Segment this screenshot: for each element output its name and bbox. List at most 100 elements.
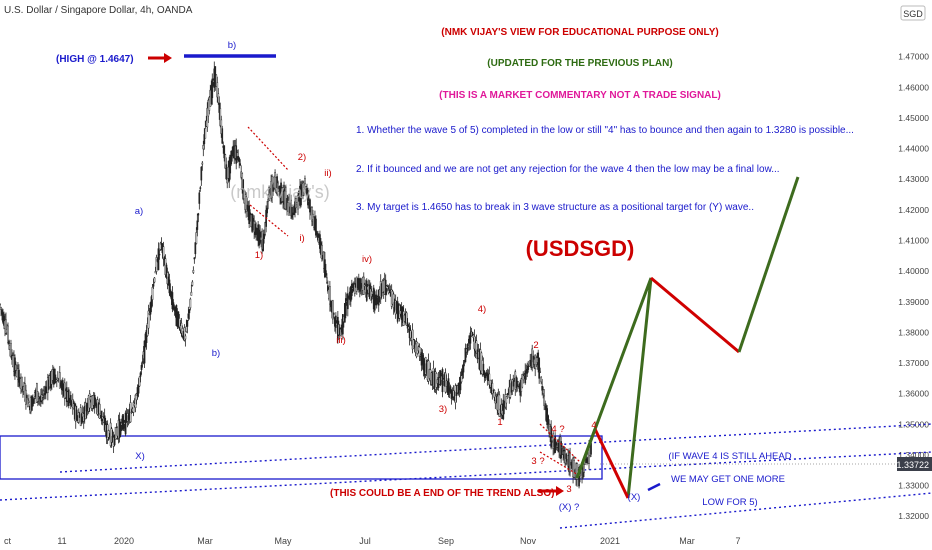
note-updated: (UPDATED FOR THE PREVIOUS PLAN)	[487, 58, 672, 69]
wave-label: X)	[135, 451, 145, 462]
wave-label: i)	[299, 233, 304, 244]
x-tick-label: Mar	[197, 536, 213, 546]
candle-body	[333, 313, 335, 315]
candle-body	[547, 415, 549, 425]
candle-body	[304, 178, 306, 185]
y-tick-label: 1.34000	[898, 450, 929, 460]
candle-body	[140, 364, 143, 370]
candle-body	[191, 281, 194, 286]
candle-body	[152, 284, 155, 287]
wave-label: iv)	[362, 254, 372, 265]
candle-body	[527, 365, 530, 370]
projection-green-leg-a	[575, 277, 653, 499]
y-tick-label: 1.38000	[898, 327, 929, 337]
candle-body	[7, 325, 9, 343]
wave-label: 1)	[255, 250, 263, 261]
candle-body	[555, 442, 557, 446]
candle-body	[77, 412, 80, 423]
candle-body	[138, 376, 141, 387]
candle-body	[28, 400, 30, 403]
projection-red-leg-a	[593, 428, 630, 499]
x-tick-label: Jul	[359, 536, 371, 546]
candle-body	[522, 375, 525, 381]
candle-body	[194, 242, 197, 255]
price-candles	[0, 61, 592, 489]
candle-body	[183, 327, 186, 341]
candle-body	[498, 394, 501, 417]
wave-label: b)	[228, 40, 236, 51]
candle-body	[462, 364, 465, 373]
time-axis[interactable]: ct 11 2020 Mar May Jul Sep Nov 2021 Mar 7	[4, 536, 741, 546]
x-tick-label: Mar	[679, 536, 695, 546]
wave4-note-3: LOW FOR 5)	[702, 497, 757, 508]
candle-body	[100, 410, 103, 422]
wave4-note-1: (IF WAVE 4 IS STILL AHEAD	[668, 451, 791, 462]
candle-body	[332, 300, 334, 320]
candle-body	[238, 157, 241, 163]
y-tick-label: 1.39000	[898, 297, 929, 307]
candle-body	[190, 291, 193, 296]
projection-red-leg-b	[650, 276, 740, 354]
candle-body	[98, 403, 101, 419]
x-tick-label: Sep	[438, 536, 454, 546]
wave-label: 4)	[478, 304, 486, 315]
projection-green-leg-b	[737, 176, 800, 353]
candle-body	[484, 373, 487, 379]
y-tick-label: 1.41000	[898, 235, 929, 245]
y-tick-label: 1.40000	[898, 266, 929, 276]
candle-body	[309, 199, 311, 213]
candle-body	[365, 280, 368, 301]
y-tick-label: 1.33000	[898, 481, 929, 491]
candle-body	[18, 369, 20, 383]
arrow-right-high	[148, 53, 172, 63]
candle-body	[291, 206, 293, 218]
red-dotted-guide-2	[249, 204, 289, 237]
wave-label: (X)	[628, 492, 641, 503]
watermark: (nmk vijay's)	[230, 182, 329, 202]
wave-label: 4 ?	[551, 424, 564, 435]
y-tick-label: 1.43000	[898, 174, 929, 184]
candle-body	[325, 270, 327, 276]
price-axis[interactable]: 1.320001.330001.340001.350001.360001.370…	[898, 52, 929, 522]
x-tick-label: 11	[57, 536, 66, 546]
candle-body	[262, 238, 264, 252]
candle-body	[297, 195, 299, 210]
candle-body	[344, 298, 347, 316]
channel-lower-line	[0, 451, 932, 501]
y-tick-label: 1.42000	[898, 205, 929, 215]
y-tick-label: 1.36000	[898, 389, 929, 399]
candle-body	[460, 375, 463, 383]
note-point2: 2. If it bounced and we are not get any …	[356, 164, 780, 175]
candle-body	[231, 153, 234, 157]
note-commentary: (THIS IS A MARKET COMMENTARY NOT A TRADE…	[439, 90, 721, 101]
wave-labels: b) a) b) X) 1) 2) ii) i) iii) iv) 3) 4) 1 2 4 ? 3 ? 3 4 (X…	[135, 40, 641, 513]
wave-label: 3)	[439, 404, 447, 415]
candle-body	[452, 390, 455, 398]
candle-body	[141, 361, 144, 363]
candle-body	[197, 213, 200, 216]
candle-body	[505, 396, 508, 404]
y-tick-label: 1.47000	[898, 52, 929, 62]
x-tick-label: 7	[735, 536, 740, 546]
candle-body	[200, 166, 203, 181]
candle-body	[139, 372, 142, 377]
candle-body	[130, 411, 133, 414]
arrow-right-trend	[538, 486, 564, 496]
candle-body	[388, 289, 391, 291]
wave-label: 1	[497, 417, 502, 428]
candle-body	[27, 398, 29, 408]
candle-body	[409, 330, 412, 339]
projection-green-leg-c	[575, 428, 597, 479]
candle-body	[193, 257, 196, 260]
end-of-trend-label: (THIS COULD BE A END OF THE TREND ALSO)	[330, 488, 554, 499]
x-tick-label: 2020	[114, 536, 134, 546]
wave4-note-2: WE MAY GET ONE MORE	[671, 474, 785, 485]
candle-body	[239, 163, 242, 166]
candle-body	[488, 373, 491, 386]
x-tick-label: 2021	[600, 536, 620, 546]
candle-body	[512, 381, 515, 387]
candle-body	[53, 368, 56, 384]
candle-body	[544, 403, 547, 405]
candle-body	[0, 307, 2, 310]
candle-body	[561, 446, 563, 449]
